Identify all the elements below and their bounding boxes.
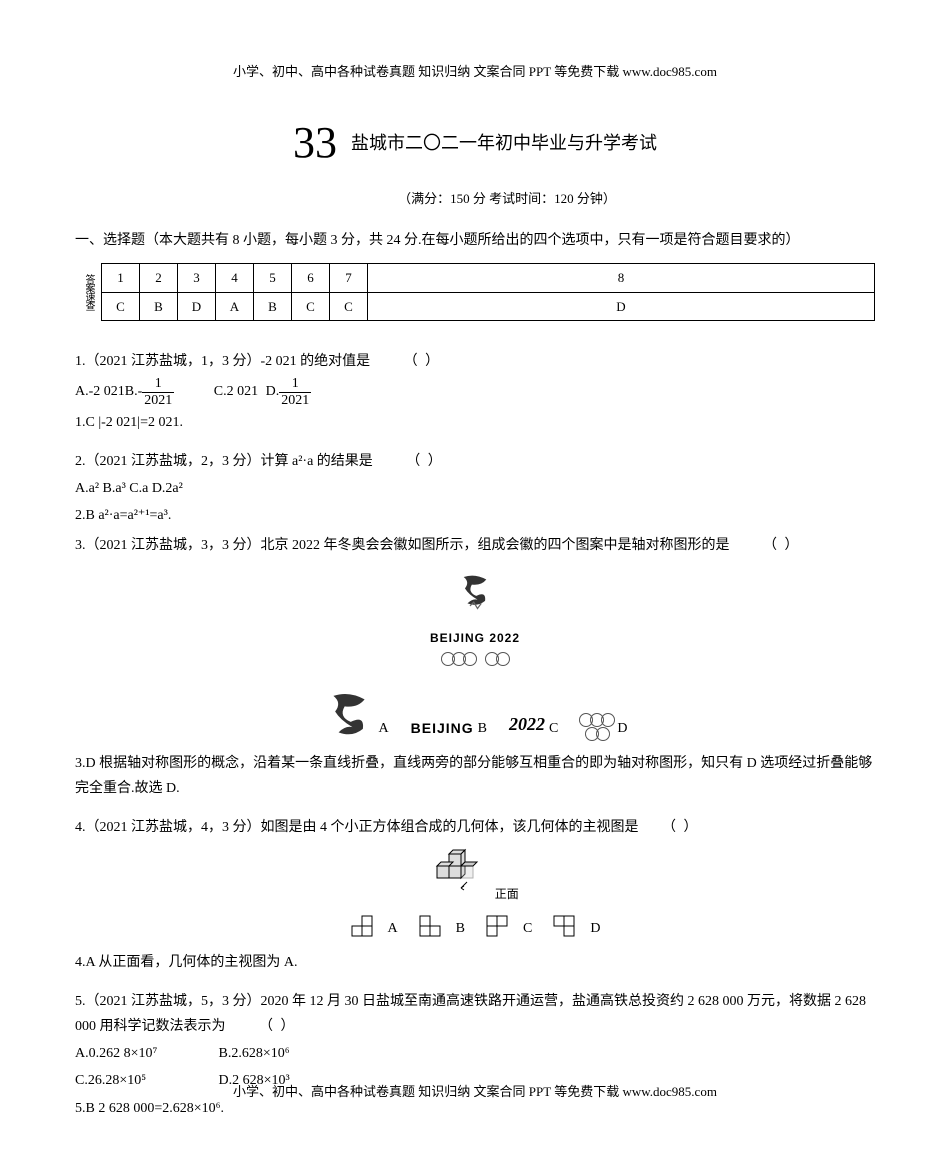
q4-text: 4.（2021 江苏盐城，4，3 分）如图是由 4 个小正方体组合成的几何体，该… <box>75 815 875 840</box>
blank-paren: （ ） <box>404 354 442 369</box>
exam-title: 盐城市二〇二一年初中毕业与升学考试 <box>351 127 657 159</box>
table-cell: 3 <box>178 264 216 292</box>
answer-quick-lookup-label: 答案速查 <box>75 263 101 321</box>
beijing-2022-text: BEIJING 2022 <box>75 628 875 650</box>
table-cell: D <box>178 292 216 320</box>
answer-table-wrap: 答案速查 1 2 3 4 5 6 7 8 C B D A B C C D <box>75 263 875 321</box>
olympic-rings-icon <box>442 652 475 666</box>
table-cell: A <box>216 292 254 320</box>
front-view-label: 正面 <box>495 887 519 901</box>
table-cell: 5 <box>254 264 292 292</box>
table-cell: C <box>292 292 330 320</box>
title-stack: 盐城市二〇二一年初中毕业与升学考试 <box>351 127 657 159</box>
footer-download-text: 小学、初中、高中各种试卷真题 知识归纳 文案合同 PPT 等免费下载 www.d… <box>0 1080 950 1103</box>
table-cell: B <box>140 292 178 320</box>
grid-shape-icon <box>350 914 384 942</box>
q1-text: 1.（2021 江苏盐城，1，3 分）-2 021 的绝对值是 （ ） <box>75 349 875 374</box>
olympic-swirl-icon <box>453 572 497 616</box>
answer-table: 1 2 3 4 5 6 7 8 C B D A B C C D <box>101 263 875 321</box>
table-cell: 7 <box>330 264 368 292</box>
table-cell: 6 <box>292 264 330 292</box>
title-row: 33 盐城市二〇二一年初中毕业与升学考试 <box>75 103 875 182</box>
table-cell: C <box>330 292 368 320</box>
table-cell: C <box>102 292 140 320</box>
q1-options: A.-2 021B.-12021 C.2 021 D.12021 <box>75 376 875 408</box>
q2-options: A.a² B.a³ C.a D.2a² <box>75 476 875 501</box>
blank-paren: （ ） <box>259 1019 297 1034</box>
q1-answer: 1.C |-2 021|=2 021. <box>75 410 875 435</box>
q4-answer: 4.A 从正面看，几何体的主视图为 A. <box>75 950 875 975</box>
table-cell: 1 <box>102 264 140 292</box>
q3-option-row: A BEIJING B 2022 C D <box>75 689 875 741</box>
q3-option-c: 2022 C <box>509 708 558 740</box>
blank-paren: （ ） <box>406 454 444 469</box>
blank-paren: （ ） <box>662 820 700 835</box>
table-cell: 4 <box>216 264 254 292</box>
q2-answer: 2.B a²·a=a²⁺¹=a³. <box>75 503 875 528</box>
exam-number: 33 <box>293 103 337 182</box>
exam-subtitle: （满分：150 分 考试时间：120 分钟） <box>398 187 616 210</box>
table-cell: 2 <box>140 264 178 292</box>
question-4: 4.（2021 江苏盐城，4，3 分）如图是由 4 个小正方体组合成的几何体，该… <box>75 815 875 975</box>
table-row: 1 2 3 4 5 6 7 8 <box>102 264 875 292</box>
section-1-header: 一、选择题（本大题共有 8 小题，每小题 3 分，共 24 分.在每小题所给出的… <box>75 228 875 253</box>
q4-option-d: D <box>552 914 600 942</box>
q3-text: 3.（2021 江苏盐城，3，3 分）北京 2022 年冬奥会会徽如图所示，组成… <box>75 533 875 558</box>
olympic-rings-icon <box>580 711 613 741</box>
q4-view-options: A B C <box>75 914 875 942</box>
question-2: 2.（2021 江苏盐城，2，3 分）计算 a²·a 的结果是 （ ） A.a²… <box>75 449 875 529</box>
table-cell: B <box>254 292 292 320</box>
q3-option-a: A <box>323 689 389 741</box>
q4-cube-figure: 正面 <box>75 846 875 907</box>
subtitle-row: （满分：150 分 考试时间：120 分钟） <box>75 187 875 210</box>
header-download-text: 小学、初中、高中各种试卷真题 知识归纳 文案合同 PPT 等免费下载 www.d… <box>75 60 875 83</box>
q4-option-b: B <box>418 914 465 942</box>
grid-shape-icon <box>418 914 452 942</box>
q3-answer: 3.D 根据轴对称图形的概念，沿着某一条直线折叠，直线两旁的部分能够互相重合的即… <box>75 751 875 801</box>
q5-text: 5.（2021 江苏盐城，5，3 分）2020 年 12 月 30 日盐城至南通… <box>75 989 875 1039</box>
q4-option-a: A <box>350 914 398 942</box>
q3-centered-logo: BEIJING 2022 <box>75 572 875 675</box>
table-row: C B D A B C C D <box>102 292 875 320</box>
blank-paren: （ ） <box>763 538 801 553</box>
q4-option-c: C <box>485 914 532 942</box>
q2-text: 2.（2021 江苏盐城，2，3 分）计算 a²·a 的结果是 （ ） <box>75 449 875 474</box>
question-3: 3.（2021 江苏盐城，3，3 分）北京 2022 年冬奥会会徽如图所示，组成… <box>75 533 875 802</box>
cubes-icon <box>431 846 491 898</box>
olympic-swirl-icon <box>323 689 375 741</box>
grid-shape-icon <box>552 914 586 942</box>
q3-option-d: D <box>580 711 627 741</box>
grid-shape-icon <box>485 914 519 942</box>
table-cell: 8 <box>368 264 875 292</box>
q5-options-line1: A.0.262 8×10⁷ B.2.628×10⁶ <box>75 1041 875 1066</box>
table-cell: D <box>368 292 875 320</box>
question-1: 1.（2021 江苏盐城，1，3 分）-2 021 的绝对值是 （ ） A.-2… <box>75 349 875 435</box>
q3-option-b: BEIJING B <box>411 716 487 741</box>
